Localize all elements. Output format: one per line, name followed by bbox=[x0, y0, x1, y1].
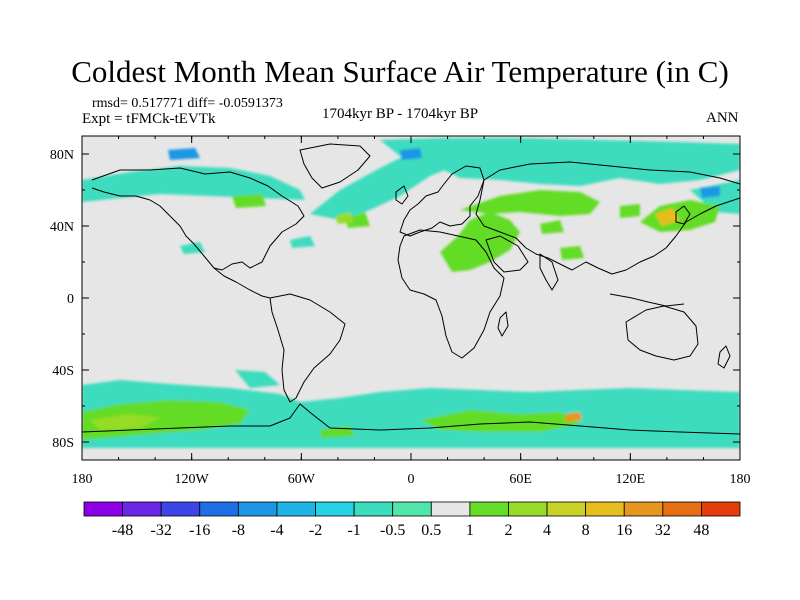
colorbar-swatch bbox=[160, 501, 201, 517]
x-tick-label: 0 bbox=[408, 472, 415, 487]
y-tick-label: 80S bbox=[52, 436, 74, 451]
colorbar-label: 0.5 bbox=[421, 522, 441, 539]
colorbar-label: -0.5 bbox=[380, 522, 405, 539]
experiment-label: Expt = tFMCk-tEVTk bbox=[82, 111, 216, 127]
coast-south-america bbox=[269, 293, 346, 403]
coast-madagascar bbox=[497, 311, 509, 337]
axis-ticks bbox=[81, 136, 741, 460]
colorbar bbox=[83, 501, 741, 517]
colorbar-label: 2 bbox=[504, 522, 512, 539]
positive-anomaly-regions bbox=[82, 190, 720, 440]
colorbar-swatch bbox=[353, 501, 394, 517]
coast-indonesia bbox=[609, 293, 685, 307]
x-tick-label: 60E bbox=[509, 472, 532, 487]
colorbar-label: -48 bbox=[112, 522, 133, 539]
y-axis-labels: 80N 40N 0 40S 80S bbox=[50, 148, 74, 451]
colorbar-swatch bbox=[122, 501, 162, 517]
coastlines bbox=[82, 143, 740, 435]
period-label: 1704kyr BP - 1704kyr BP bbox=[322, 106, 479, 122]
x-tick-label: 60W bbox=[288, 472, 316, 487]
colorbar-label: 1 bbox=[466, 522, 474, 539]
strong-negative-accents bbox=[168, 148, 720, 198]
x-tick-label: 120W bbox=[175, 472, 210, 487]
strong-positive-accents bbox=[90, 208, 680, 430]
colorbar-swatch bbox=[315, 501, 355, 517]
x-tick-label: 180 bbox=[730, 472, 751, 487]
colorbar-label: 16 bbox=[616, 522, 632, 539]
coast-india bbox=[539, 253, 559, 291]
coast-greenland bbox=[299, 143, 371, 189]
colorbar-label: -4 bbox=[270, 522, 283, 539]
coast-central-america bbox=[213, 267, 271, 299]
coast-uk bbox=[395, 185, 409, 205]
coast-new-zealand bbox=[717, 345, 731, 369]
colorbar-label: -16 bbox=[189, 522, 210, 539]
x-tick-label: 180 bbox=[72, 472, 93, 487]
coast-arabia bbox=[485, 235, 529, 273]
colorbar-swatch bbox=[392, 501, 432, 517]
coast-asia bbox=[475, 161, 740, 275]
colorbar-swatch bbox=[430, 501, 471, 517]
figure-title: Coldest Month Mean Surface Air Temperatu… bbox=[71, 54, 729, 89]
colorbar-swatch bbox=[83, 501, 123, 517]
coast-north-america bbox=[91, 167, 305, 271]
season-label: ANN bbox=[706, 110, 739, 126]
colorbar-swatch bbox=[701, 501, 741, 517]
coast-antarctica bbox=[82, 403, 740, 435]
colorbar-label: 4 bbox=[543, 522, 551, 539]
colorbar-swatch bbox=[508, 501, 548, 517]
colorbar-swatch bbox=[469, 501, 509, 517]
rmsd-diff-label: rmsd= 0.517771 diff= -0.0591373 bbox=[92, 96, 283, 111]
y-tick-label: 80N bbox=[50, 148, 74, 163]
x-axis-labels: 180 120W 60W 0 60E 120E 180 bbox=[72, 472, 751, 487]
y-tick-label: 40S bbox=[52, 364, 74, 379]
coast-australia bbox=[625, 305, 699, 361]
y-tick-label: 0 bbox=[67, 292, 74, 307]
coast-africa bbox=[397, 229, 505, 359]
y-tick-label: 40N bbox=[50, 220, 74, 235]
colorbar-label: 48 bbox=[693, 522, 709, 539]
colorbar-swatch bbox=[662, 501, 702, 517]
colorbar-label: 32 bbox=[655, 522, 671, 539]
x-tick-label: 120E bbox=[616, 472, 646, 487]
colorbar-label: -1 bbox=[347, 522, 360, 539]
colorbar-label: 8 bbox=[582, 522, 590, 539]
anomaly-shading bbox=[82, 138, 740, 448]
colorbar-swatch bbox=[546, 501, 587, 517]
colorbar-swatch bbox=[237, 501, 278, 517]
colorbar-swatch bbox=[623, 501, 664, 517]
colorbar-label: -2 bbox=[309, 522, 322, 539]
colorbar-label: -8 bbox=[232, 522, 245, 539]
coast-japan bbox=[675, 205, 691, 225]
colorbar-label: -32 bbox=[151, 522, 172, 539]
colorbar-labels: -48 -32 -16 -8 -4 -2 -1 -0.5 0.5 1 2 4 8 16 32 48 bbox=[112, 522, 709, 539]
colorbar-swatch bbox=[276, 501, 316, 517]
colorbar-swatch bbox=[585, 501, 625, 517]
colorbar-swatch bbox=[199, 501, 239, 517]
